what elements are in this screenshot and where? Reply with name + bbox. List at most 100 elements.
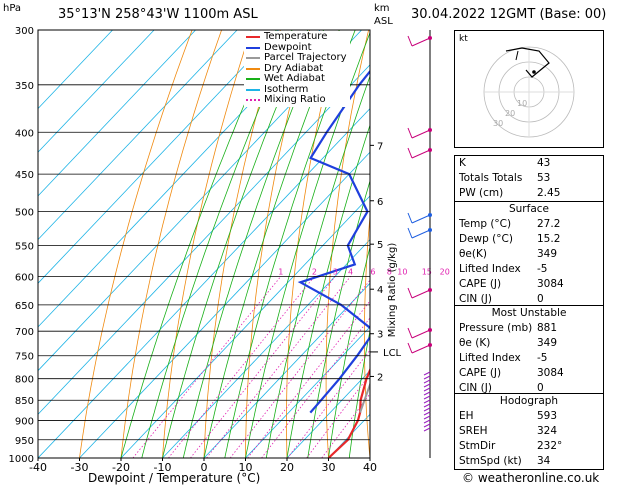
legend-label: Dry Adiabat	[264, 62, 324, 74]
hodograph-stat-label: StmSpd (kt)	[459, 455, 522, 467]
isotherm-line	[38, 30, 155, 153]
index-label: PW (cm)	[459, 187, 504, 199]
wind-barb-dot	[428, 213, 432, 217]
x-tick-label: -10	[154, 461, 172, 474]
isotherm-line	[38, 30, 279, 284]
legend-swatch	[246, 88, 260, 91]
wind-barb-dot	[428, 288, 432, 292]
wind-barb-dot	[428, 328, 432, 332]
legend-swatch	[246, 57, 260, 60]
isotherm-line	[162, 238, 370, 458]
temperature-line	[327, 367, 370, 458]
surface-label: CIN (J)	[459, 293, 492, 305]
pressure-tick-label: 850	[15, 396, 34, 407]
mixing-ratio-label: 2	[312, 267, 317, 276]
most-unstable-row: CIN (J) 0	[455, 381, 603, 396]
wind-barb-flag	[407, 227, 413, 239]
isotherm-line	[286, 370, 370, 458]
index-row: Totals Totals 53	[455, 171, 603, 186]
pressure-tick-label: 750	[15, 352, 34, 363]
km-tick-label: 7	[377, 141, 383, 152]
x-tick-label: -20	[112, 461, 130, 474]
hodograph-ring-label: 30	[493, 119, 503, 128]
wind-barb-flag	[407, 342, 413, 354]
wind-barb	[411, 149, 431, 159]
surface-label: θe(K)	[459, 248, 487, 260]
hodograph-unit: kt	[459, 34, 468, 44]
pressure-tick-label: 700	[15, 327, 34, 338]
pressure-tick-label: 350	[15, 81, 34, 92]
wind-barb-dot	[428, 36, 432, 40]
surface-label: CAPE (J)	[459, 278, 502, 290]
wind-barb	[411, 229, 431, 239]
hodograph-trace	[515, 50, 519, 61]
datetime-title: 30.04.2022 12GMT (Base: 00)	[411, 7, 607, 22]
hodograph-ring-label: 20	[505, 109, 515, 118]
pressure-tick-label: 800	[15, 375, 34, 386]
mixing-ratio-axis-label: Mixing Ratio (g/kg)	[387, 243, 398, 338]
dry-adiabat-line	[603, 30, 629, 458]
wind-barb-flag	[407, 212, 413, 224]
most-unstable-row: θe (K) 349	[455, 336, 603, 351]
wind-barb-flag	[407, 287, 413, 299]
wind-barb	[423, 383, 431, 388]
x-axis-label: Dewpoint / Temperature (°C)	[88, 471, 261, 485]
index-value: 2.45	[537, 187, 561, 199]
wind-barb	[423, 371, 431, 376]
isotherm-line	[79, 151, 370, 458]
km-label: km	[374, 3, 390, 14]
isotherm-line	[38, 30, 113, 110]
hodograph-panel: Hodograph EH 593 SREH 324 StmDir 232° StmSpd (…	[454, 393, 604, 470]
legend-item: Dewpoint	[246, 42, 347, 54]
pressure-tick-label: 950	[15, 436, 34, 447]
hodograph-table-title: Hodograph	[499, 395, 559, 407]
wind-barb	[423, 391, 431, 396]
surface-title: Surface	[508, 203, 549, 215]
wind-barb	[423, 379, 431, 384]
most-unstable-title: Most Unstable	[491, 307, 567, 319]
km-tick-label: 4	[377, 285, 383, 296]
index-value: 43	[537, 157, 551, 169]
legend-item: Wet Adiabat	[246, 73, 347, 85]
legend-label: Temperature	[264, 31, 328, 42]
most-unstable-value: 349	[537, 337, 558, 349]
isotherm-line	[38, 30, 238, 241]
legend-label: Mixing Ratio	[264, 94, 326, 105]
hodograph-stat-row: StmSpd (kt) 34	[455, 454, 603, 469]
most-unstable-value: 0	[537, 382, 544, 394]
wet-adiabat-line	[369, 454, 370, 458]
lcl-label: LCL	[383, 348, 402, 359]
wind-barb	[423, 419, 431, 424]
wind-barb	[423, 403, 431, 408]
wind-barb	[423, 423, 431, 428]
pressure-tick-label: 900	[15, 417, 34, 428]
wind-barb-flag	[407, 127, 413, 139]
most-unstable-label: Pressure (mb)	[459, 322, 533, 334]
most-unstable-row: Lifted Index -5	[455, 351, 603, 366]
most-unstable-label: CAPE (J)	[459, 367, 502, 379]
mixing-ratio-line	[168, 276, 315, 458]
wind-barb	[423, 395, 431, 400]
legend-swatch	[246, 36, 260, 39]
dry-adiabat-line	[120, 30, 222, 458]
hodograph-stat-value: 34	[537, 455, 551, 467]
index-label: Totals Totals	[459, 172, 523, 184]
km-tick-label: 5	[377, 240, 383, 251]
wind-barb-dot	[428, 228, 432, 232]
x-tick-label: 30	[322, 461, 336, 474]
most-unstable-value: 3084	[537, 367, 564, 379]
mixing-ratio-label: 10	[397, 267, 407, 276]
surface-row: CIN (J) 0	[455, 292, 603, 307]
legend-label: Parcel Trajectory	[264, 52, 347, 63]
x-tick-label: -40	[29, 461, 47, 474]
wind-barb	[423, 411, 431, 416]
pressure-tick-label: 500	[15, 208, 34, 219]
surface-row: Dewp (°C) 15.2	[455, 232, 603, 247]
index-row: K 43	[455, 156, 603, 171]
x-tick-label: -30	[71, 461, 89, 474]
surface-row: CAPE (J) 3084	[455, 277, 603, 292]
x-tick-label: 20	[280, 461, 294, 474]
x-tick-label: 0	[201, 461, 208, 474]
legend-label: Isotherm	[264, 83, 309, 95]
